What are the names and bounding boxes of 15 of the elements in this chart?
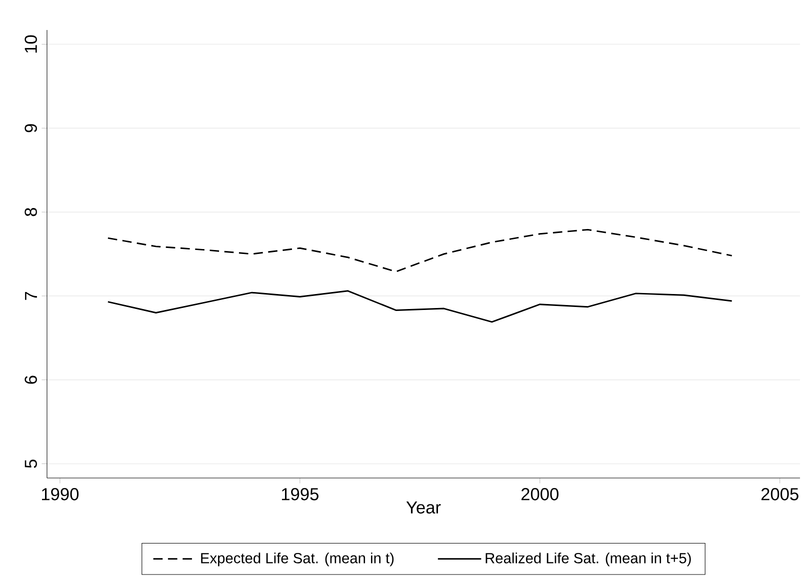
y-tick-label: 7 [25, 292, 37, 300]
x-tick-label: 1995 [282, 488, 318, 500]
line-series [107, 290, 733, 323]
y-tick-label: 10 [24, 35, 37, 53]
x-tick-label: 2000 [521, 488, 558, 500]
x-tick-label: 2005 [761, 488, 798, 500]
x-axis-title: Year [406, 501, 441, 514]
y-tick-label: 6 [24, 376, 37, 384]
legend-label: Realized Life Sat. (mean in t+5) [486, 552, 691, 566]
y-tick-label: 5 [24, 460, 37, 468]
legend-label: Expected Life Sat. (mean in t) [201, 552, 394, 566]
line-series [107, 228, 733, 272]
y-tick-label: 9 [24, 124, 37, 132]
x-tick-label: 1990 [42, 488, 79, 500]
y-tick-label: 8 [24, 208, 37, 216]
